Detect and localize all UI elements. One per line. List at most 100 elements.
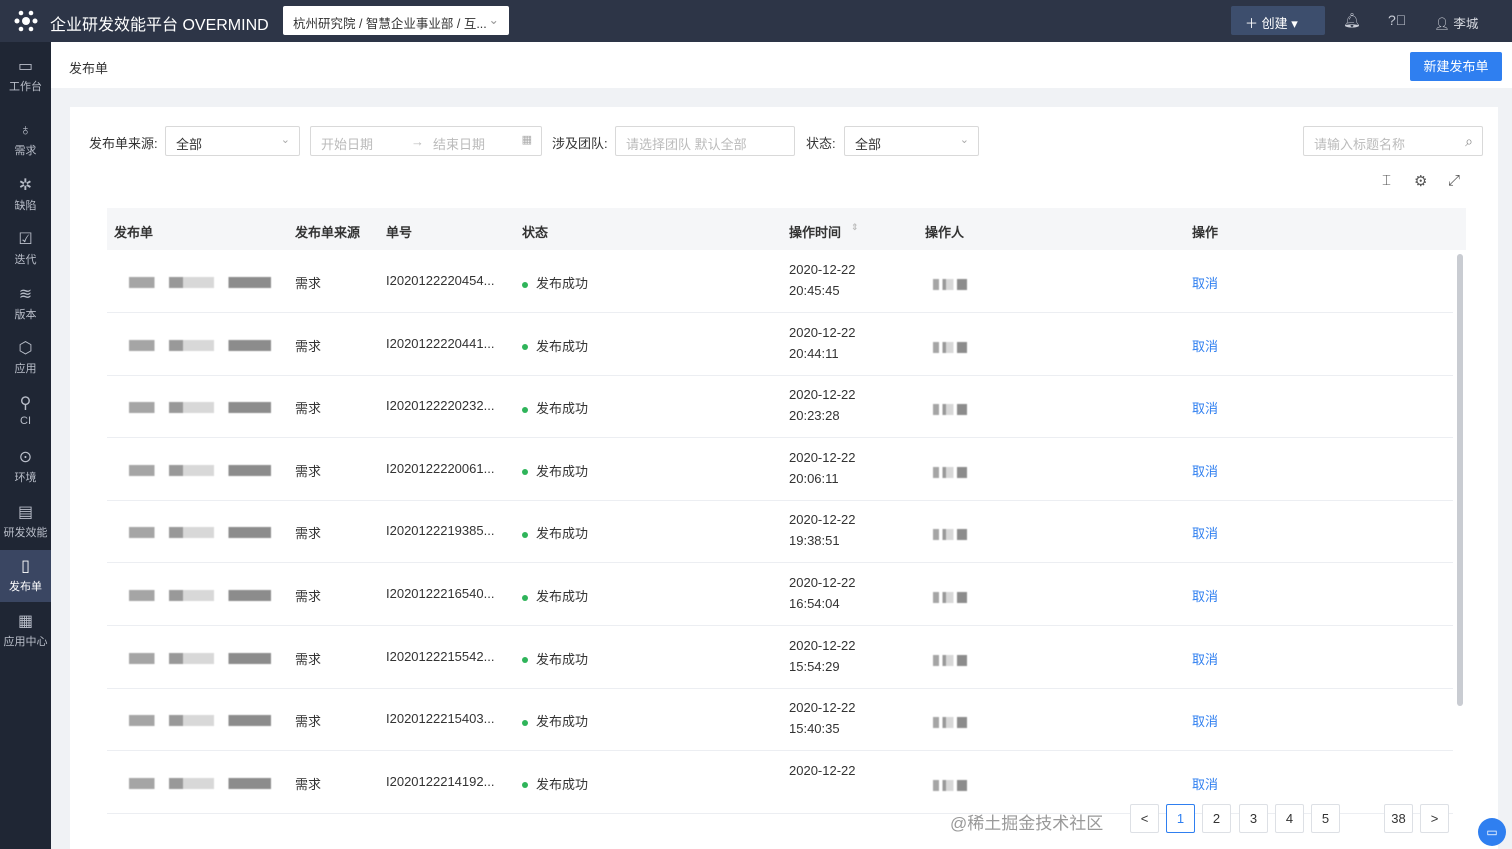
release-title-redacted[interactable] xyxy=(129,277,271,288)
cancel-link[interactable]: 取消 xyxy=(1192,276,1219,291)
sidebar-item-7[interactable]: ⊙ 环境 xyxy=(0,441,51,493)
calendar-icon: ☑ xyxy=(18,231,33,248)
column-height-icon[interactable]: ⌶ xyxy=(1382,172,1392,189)
table-row: 需求 I2020122220454... 发布成功 2020-12-22 20:… xyxy=(107,250,1453,313)
source-cell: 需求 xyxy=(295,526,322,542)
cancel-link[interactable]: 取消 xyxy=(1192,651,1219,667)
prev-page-button[interactable]: < xyxy=(1130,804,1159,833)
source-cell: 需求 xyxy=(295,338,322,354)
sidebar-item-label: CI xyxy=(20,414,31,427)
sidebar-item-1[interactable]: ♁ 需求 xyxy=(0,114,51,166)
release-title-redacted[interactable] xyxy=(129,339,271,351)
time-cell: 20:06:11 xyxy=(789,470,839,486)
page-button-5[interactable]: 5 xyxy=(1311,804,1340,833)
calendar-icon: ▦ xyxy=(521,134,532,146)
status-dot xyxy=(522,406,528,413)
sidebar: ▭ 工作台 ♁ 需求 ✲ 缺陷 ☑ 迭代 ≋ 版本 ⬡ 应用 ⚲ CI ⊙ 环境 ▤ 研发效能 ▯ 发布单 ▦ 应用中心 xyxy=(0,42,51,849)
status-cell: 发布成功 xyxy=(522,461,588,480)
page-button-3[interactable]: 3 xyxy=(1239,804,1268,833)
page-button-1[interactable]: 1 xyxy=(1166,804,1195,833)
scrollbar[interactable] xyxy=(1457,254,1463,706)
time-cell: 20:44:11 xyxy=(789,345,839,361)
source-select[interactable]: 全部 ⌄ xyxy=(165,126,300,156)
status-value: 全部 xyxy=(855,137,882,152)
date-range-picker[interactable]: 开始日期 → 结束日期 ▦ xyxy=(310,126,542,156)
start-date: 开始日期 xyxy=(321,137,374,152)
date-cell: 2020-12-22 xyxy=(789,512,856,528)
release-title-redacted[interactable] xyxy=(129,402,271,414)
status-select[interactable]: 全部 ⌄ xyxy=(844,126,979,156)
sidebar-item-label: 应用 xyxy=(14,363,37,375)
column-header: 操作 xyxy=(1192,225,1219,240)
tree-icon: ⚲ xyxy=(19,394,32,412)
page-header: 发布单 xyxy=(51,42,1512,88)
user-menu[interactable]: 👤︎ 李城 xyxy=(1434,17,1479,31)
table-row: 需求 I2020122220061... 发布成功 2020-12-22 20:… xyxy=(107,438,1453,501)
column-header: 操作人 xyxy=(925,225,965,240)
date-cell: 2020-12-22 xyxy=(789,262,856,277)
search-icon[interactable]: ⌕ xyxy=(1465,133,1473,149)
cancel-link[interactable]: 取消 xyxy=(1192,338,1219,354)
next-page-button[interactable]: > xyxy=(1420,804,1449,833)
page-button-4[interactable]: 4 xyxy=(1275,804,1304,833)
id-cell: I2020122220441... xyxy=(386,335,495,351)
id-cell: I2020122220454... xyxy=(386,273,495,288)
cancel-link[interactable]: 取消 xyxy=(1192,714,1219,730)
sort-icon[interactable]: ⇕ xyxy=(851,222,859,232)
column-header[interactable]: 操作时间 xyxy=(789,225,842,240)
table-row: 需求 I2020122215542... 发布成功 2020-12-22 15:… xyxy=(107,626,1453,689)
gear-icon[interactable]: ⚙ xyxy=(1414,173,1428,190)
sidebar-item-label: 发布单 xyxy=(9,581,42,593)
table-row: 需求 I2020122219385... 发布成功 2020-12-22 19:… xyxy=(107,500,1453,564)
search-input[interactable]: 请输入标题名称 ⌕ xyxy=(1303,126,1483,156)
cancel-link[interactable]: 取消 xyxy=(1192,401,1219,417)
id-cell: I2020122219385... xyxy=(386,523,495,539)
date-cell: 2020-12-22 xyxy=(789,575,856,590)
sidebar-item-10[interactable]: ▦ 应用中心 xyxy=(0,605,51,657)
status-text: 发布成功 xyxy=(536,401,589,417)
cancel-link[interactable]: 取消 xyxy=(1192,776,1219,792)
release-title-redacted[interactable] xyxy=(129,464,271,476)
sidebar-item-6[interactable]: ⚲ CI xyxy=(0,387,51,439)
help-icon[interactable]: ?⃝ xyxy=(1388,12,1407,28)
chat-icon[interactable]: ▭ xyxy=(1478,818,1506,846)
release-title-redacted[interactable] xyxy=(129,652,271,664)
status-cell: 发布成功 xyxy=(522,398,588,417)
release-title-redacted[interactable] xyxy=(129,590,271,601)
team-select[interactable]: 请选择团队 默认全部 xyxy=(615,126,795,156)
bell-icon[interactable]: 🔔︎ xyxy=(1343,12,1361,28)
time-cell: 16:54:04 xyxy=(789,596,840,611)
operator-redacted xyxy=(933,529,967,541)
release-title-redacted[interactable] xyxy=(129,715,271,727)
page-button-38[interactable]: 38 xyxy=(1384,804,1413,833)
release-title-redacted[interactable] xyxy=(129,777,271,789)
sidebar-item-9[interactable]: ▯ 发布单 xyxy=(0,550,51,602)
page-button-2[interactable]: 2 xyxy=(1202,804,1231,833)
status-text: 发布成功 xyxy=(536,589,589,604)
location-icon: ⊙ xyxy=(18,449,33,466)
sidebar-item-0[interactable]: ▭ 工作台 xyxy=(0,50,51,102)
sidebar-item-4[interactable]: ≋ 版本 xyxy=(0,278,51,330)
sidebar-item-3[interactable]: ☑ 迭代 xyxy=(0,223,51,275)
operator-redacted xyxy=(933,279,967,290)
org-selector[interactable]: 杭州研究院 / 智慧企业事业部 / 互... ⌄ xyxy=(283,6,509,35)
date-cell: 2020-12-22 xyxy=(789,637,856,653)
column-header: 发布单来源 xyxy=(295,225,361,240)
sidebar-item-2[interactable]: ✲ 缺陷 xyxy=(0,169,51,221)
user-name: 李城 xyxy=(1453,17,1479,31)
cancel-link[interactable]: 取消 xyxy=(1192,526,1219,542)
status-cell: 发布成功 xyxy=(522,711,588,730)
sidebar-item-8[interactable]: ▤ 研发效能 xyxy=(0,496,51,548)
cancel-link[interactable]: 取消 xyxy=(1192,589,1219,604)
release-title-redacted[interactable] xyxy=(129,527,271,539)
sidebar-item-label: 缺陷 xyxy=(14,199,37,212)
fullscreen-icon[interactable]: ⤢ xyxy=(1448,172,1461,189)
cancel-link[interactable]: 取消 xyxy=(1192,463,1219,479)
top-bar: 企业研发效能平台 OVERMIND 杭州研究院 / 智慧企业事业部 / 互...… xyxy=(0,0,1512,42)
operator-redacted xyxy=(933,779,967,791)
table-row: 需求 I2020122220441... 发布成功 2020-12-22 20:… xyxy=(107,313,1453,376)
status-dot xyxy=(522,594,528,601)
create-button[interactable]: ＋ 创建 ▾ xyxy=(1231,6,1325,35)
sidebar-item-5[interactable]: ⬡ 应用 xyxy=(0,332,51,384)
new-release-button[interactable]: 新建发布单 xyxy=(1410,52,1502,81)
